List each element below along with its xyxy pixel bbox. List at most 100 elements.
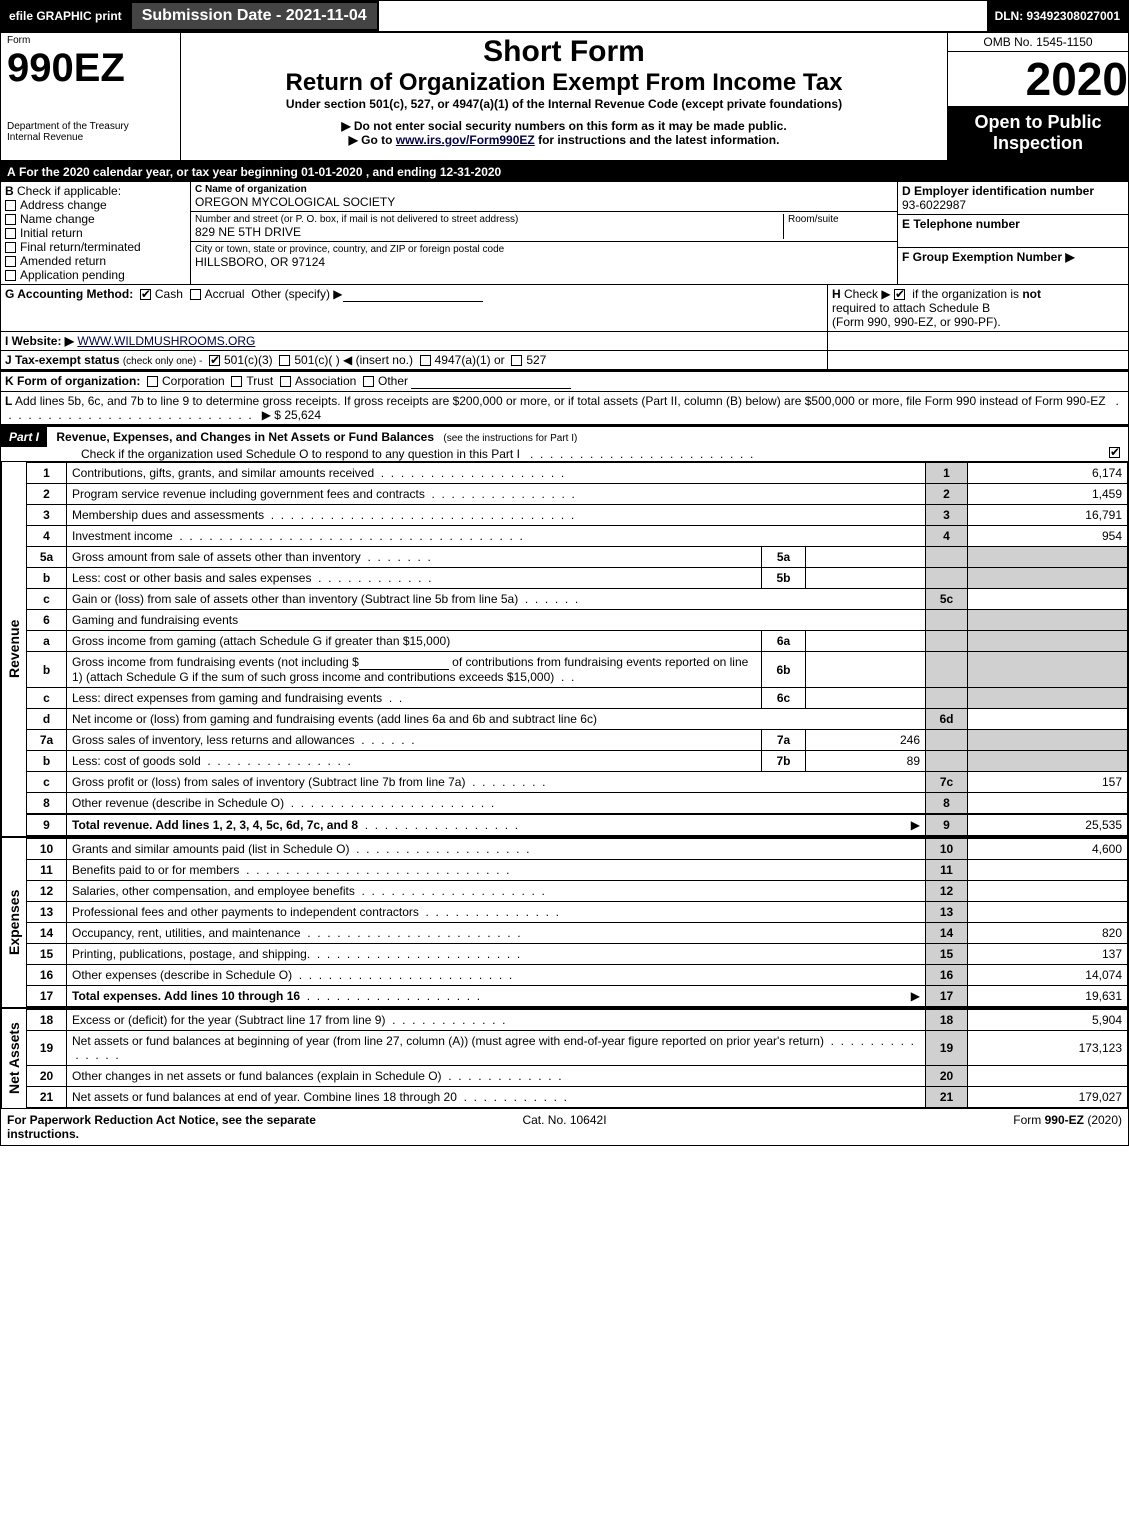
line-6b: bGross income from fundraising events (n…: [27, 652, 1128, 688]
expenses-table: 10Grants and similar amounts paid (list …: [26, 838, 1128, 1007]
b-amended-return[interactable]: Amended return: [5, 254, 186, 268]
line-20: 20Other changes in net assets or fund ba…: [27, 1066, 1128, 1087]
line-desc: Membership dues and assessments: [72, 508, 264, 522]
title-return: Return of Organization Exempt From Incom…: [187, 69, 941, 97]
g-accrual: Accrual: [205, 287, 245, 301]
checkbox-icon[interactable]: [5, 214, 16, 225]
checkbox-icon[interactable]: [209, 355, 220, 366]
b-address-change[interactable]: Address change: [5, 198, 186, 212]
line-amount: [968, 793, 1128, 815]
net-assets-section: Net Assets 18Excess or (deficit) for the…: [1, 1007, 1128, 1108]
h-pre: Check ▶: [844, 287, 894, 301]
part1-label: Part I: [1, 427, 47, 447]
form-number: 990EZ: [7, 46, 174, 91]
checkbox-icon[interactable]: [140, 289, 151, 300]
line-amount: 1,459: [968, 484, 1128, 505]
subtitle: Under section 501(c), 527, or 4947(a)(1)…: [187, 97, 941, 111]
line-desc: Other changes in net assets or fund bala…: [72, 1069, 442, 1083]
b-application-pending[interactable]: Application pending: [5, 268, 186, 282]
expenses-section: Expenses 10Grants and similar amounts pa…: [1, 836, 1128, 1007]
line-7b: bLess: cost of goods sold . . . . . . . …: [27, 751, 1128, 772]
j-label: J Tax-exempt status: [5, 353, 120, 367]
line-desc: Less: cost or other basis and sales expe…: [72, 571, 311, 585]
checkbox-icon[interactable]: [5, 270, 16, 281]
section-g: G Accounting Method: Cash Accrual Other …: [1, 285, 828, 331]
line-desc: Grants and similar amounts paid (list in…: [72, 842, 349, 856]
line-desc: Gaming and fundraising events: [72, 613, 238, 627]
g-other: Other (specify) ▶: [251, 287, 342, 301]
l-text: Add lines 5b, 6c, and 7b to line 9 to de…: [15, 394, 1106, 408]
checkbox-icon[interactable]: [231, 376, 242, 387]
title-cell: Short Form Return of Organization Exempt…: [181, 33, 948, 160]
section-a-text: For the 2020 calendar year, or tax year …: [19, 165, 501, 179]
checkbox-icon[interactable]: [5, 200, 16, 211]
line-desc: Total revenue. Add lines 1, 2, 3, 4, 5c,…: [72, 818, 358, 832]
i-label: I Website: ▶: [5, 334, 74, 348]
line-12: 12Salaries, other compensation, and empl…: [27, 881, 1128, 902]
h-not: not: [1022, 287, 1041, 301]
line-3: 3Membership dues and assessments . . . .…: [27, 505, 1128, 526]
k-other: Other: [378, 374, 408, 388]
sub-amount: 246: [806, 730, 926, 751]
checkbox-icon[interactable]: [5, 242, 16, 253]
right-header-cell: OMB No. 1545-1150 2020 Open to Public In…: [948, 33, 1128, 160]
line-16: 16Other expenses (describe in Schedule O…: [27, 965, 1128, 986]
b-opt-label: Initial return: [20, 226, 83, 240]
revenue-section: Revenue 1Contributions, gifts, grants, a…: [1, 462, 1128, 836]
line-amount: [968, 902, 1128, 923]
checkbox-icon[interactable]: [420, 355, 431, 366]
line-15: 15Printing, publications, postage, and s…: [27, 944, 1128, 965]
b-final-return[interactable]: Final return/terminated: [5, 240, 186, 254]
j-501c3: 501(c)(3): [224, 353, 273, 367]
checkbox-icon[interactable]: [279, 355, 290, 366]
line-9: 9Total revenue. Add lines 1, 2, 3, 4, 5c…: [27, 814, 1128, 836]
org-address: 829 NE 5TH DRIVE: [195, 225, 783, 239]
line-desc: Other expenses (describe in Schedule O): [72, 968, 292, 982]
line-desc: Program service revenue including govern…: [72, 487, 425, 501]
section-c: C Name of organization OREGON MYCOLOGICA…: [191, 182, 898, 284]
section-i: I Website: ▶ WWW.WILDMUSHROOMS.ORG: [1, 332, 1128, 351]
topbar-spacer: [379, 1, 987, 31]
open-public-inspection: Open to Public Inspection: [948, 106, 1128, 160]
checkbox-icon[interactable]: [280, 376, 291, 387]
k-trust: Trust: [246, 374, 273, 388]
line-7a: 7aGross sales of inventory, less returns…: [27, 730, 1128, 751]
checkbox-icon[interactable]: [5, 228, 16, 239]
checkbox-icon[interactable]: [363, 376, 374, 387]
checkbox-icon[interactable]: [147, 376, 158, 387]
checkbox-icon[interactable]: [511, 355, 522, 366]
line-desc: Gross income from fundraising events (no…: [72, 655, 359, 669]
checkbox-icon[interactable]: [190, 289, 201, 300]
line-10: 10Grants and similar amounts paid (list …: [27, 839, 1128, 860]
line-desc: Net assets or fund balances at beginning…: [72, 1034, 824, 1048]
tax-year: 2020: [948, 52, 1128, 106]
k-corp: Corporation: [162, 374, 225, 388]
line-21: 21Net assets or fund balances at end of …: [27, 1087, 1128, 1108]
ein-value: 93-6022987: [902, 198, 1124, 212]
b-name-change[interactable]: Name change: [5, 212, 186, 226]
blocks-bcdef: B Check if applicable: Address change Na…: [1, 182, 1128, 285]
checkbox-icon[interactable]: [1109, 447, 1120, 458]
line-amount: 14,074: [968, 965, 1128, 986]
b-opt-label: Final return/terminated: [20, 240, 141, 254]
dln-label: DLN: 93492308027001: [987, 1, 1128, 31]
checkbox-icon[interactable]: [894, 289, 905, 300]
b-initial-return[interactable]: Initial return: [5, 226, 186, 240]
checkbox-icon[interactable]: [5, 256, 16, 267]
c-name-label: C Name of organization: [195, 184, 307, 195]
l-label: L: [5, 394, 12, 408]
website-link[interactable]: WWW.WILDMUSHROOMS.ORG: [77, 334, 255, 348]
section-a-strip: A For the 2020 calendar year, or tax yea…: [1, 162, 1128, 182]
sub-amount: [806, 568, 926, 589]
b-opt-label: Address change: [20, 198, 107, 212]
sub-amount: [806, 688, 926, 709]
form-number-cell: Form 990EZ Department of the Treasury In…: [1, 33, 181, 160]
line-11: 11Benefits paid to or for members . . . …: [27, 860, 1128, 881]
arrow-icon: ▶: [911, 989, 920, 1003]
net-assets-side-label: Net Assets: [1, 1009, 26, 1108]
efile-print-label[interactable]: efile GRAPHIC print: [1, 1, 130, 31]
irs-link[interactable]: www.irs.gov/Form990EZ: [396, 133, 535, 147]
section-def: D Employer identification number 93-6022…: [898, 182, 1128, 284]
line-amount: 820: [968, 923, 1128, 944]
line-14: 14Occupancy, rent, utilities, and mainte…: [27, 923, 1128, 944]
